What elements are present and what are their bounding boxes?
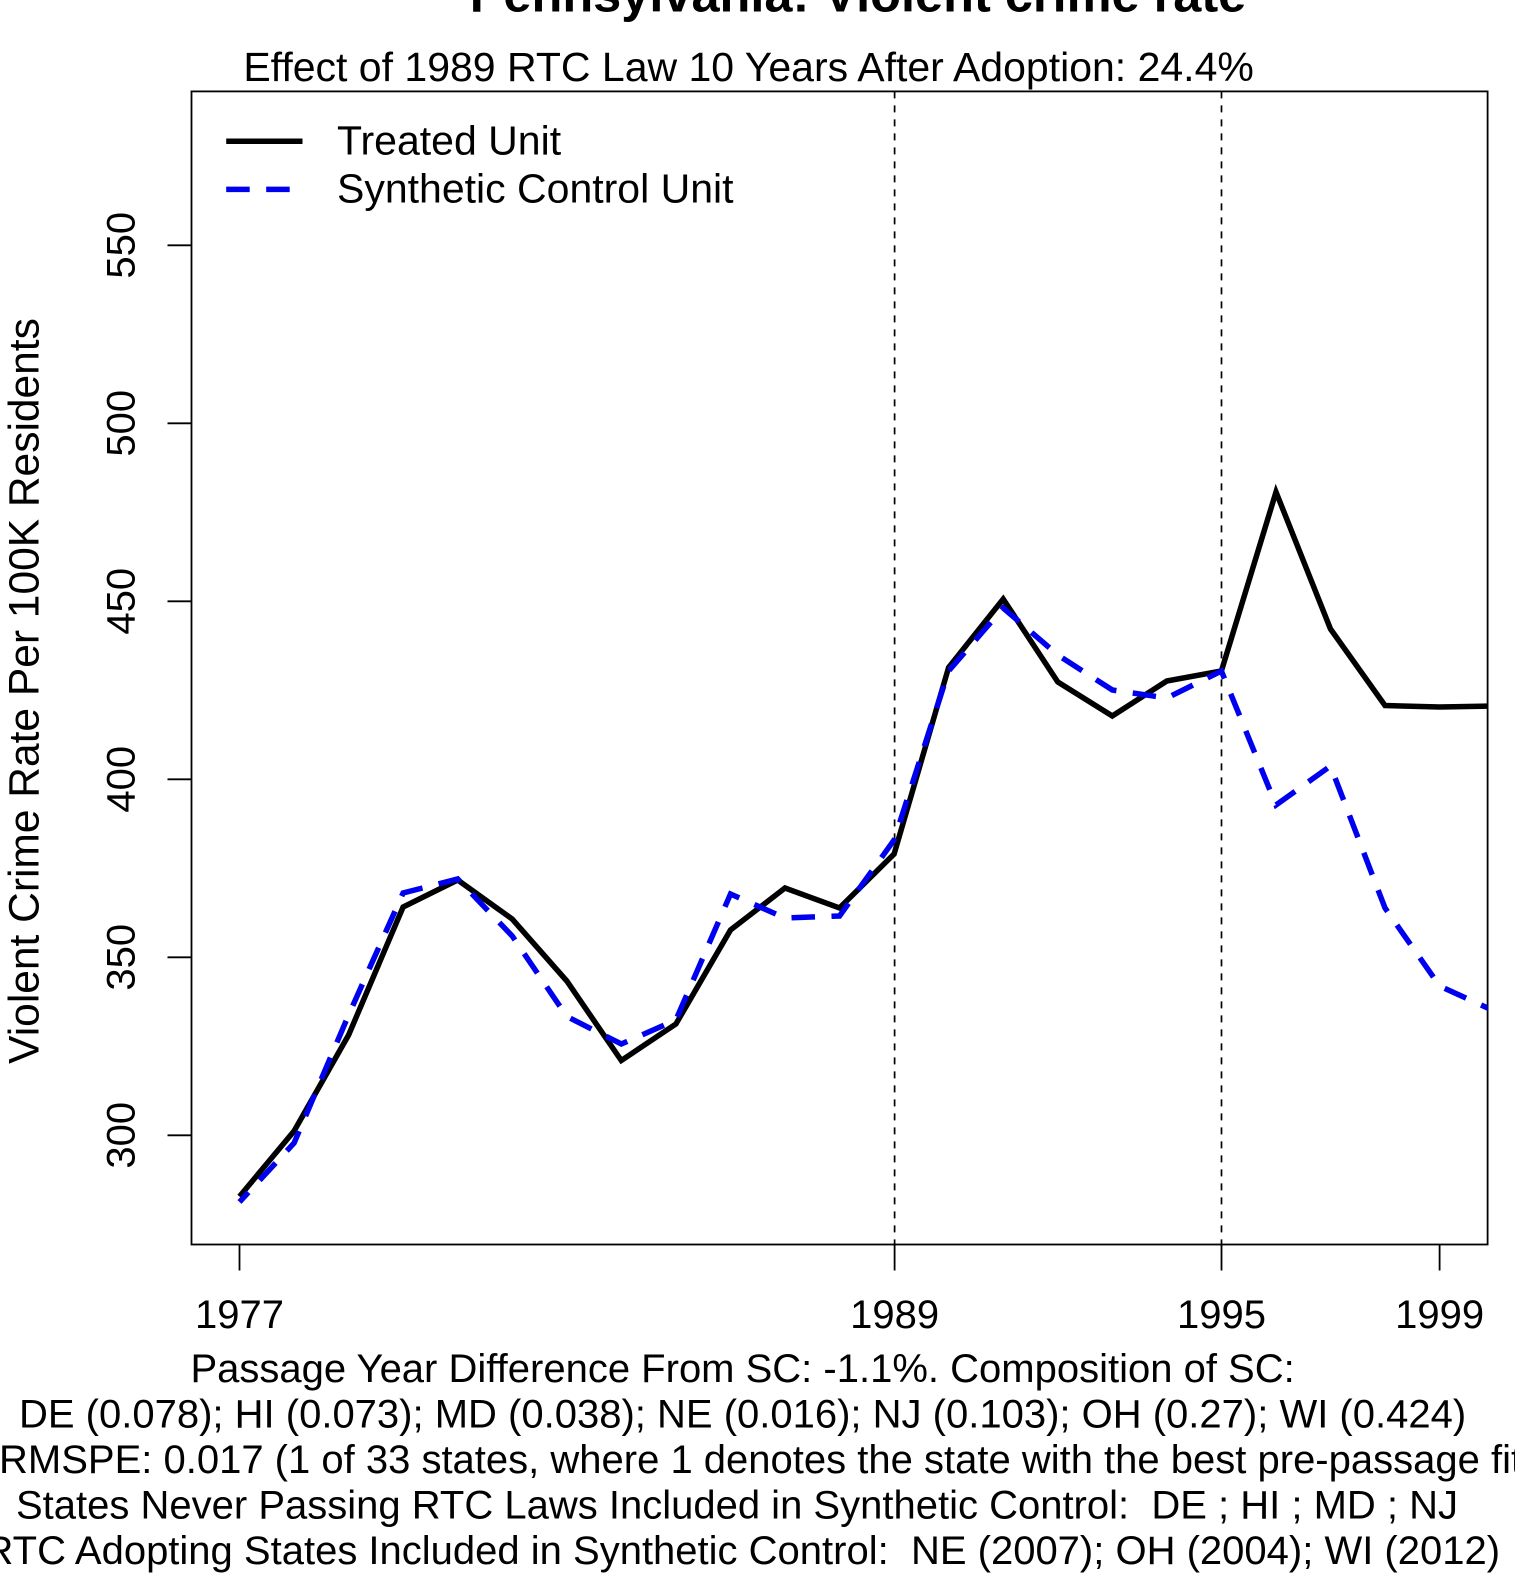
svg-text:550: 550 xyxy=(99,212,143,279)
svg-text:500: 500 xyxy=(99,390,143,457)
svg-text:Passage Year Difference From S: Passage Year Difference From SC: -1.1%. … xyxy=(191,1347,1295,1391)
svg-text:300: 300 xyxy=(99,1102,143,1169)
svg-text:RMSPE: 0.017 (1 of 33 states,: RMSPE: 0.017 (1 of 33 states, where 1 de… xyxy=(0,1438,1515,1482)
svg-text:Treated Unit: Treated Unit xyxy=(337,118,562,164)
svg-text:1995: 1995 xyxy=(1177,1293,1266,1337)
svg-text:Effect of 1989 RTC Law 10 Year: Effect of 1989 RTC Law 10 Years After Ad… xyxy=(243,44,1254,90)
svg-text:DE (0.078); HI (0.073); MD (0.: DE (0.078); HI (0.073); MD (0.038); NE (… xyxy=(19,1393,1466,1437)
svg-text:1999: 1999 xyxy=(1395,1293,1484,1337)
svg-text:350: 350 xyxy=(99,924,143,991)
svg-text:1989: 1989 xyxy=(850,1293,939,1337)
svg-text:States Never Passing RTC Laws: States Never Passing RTC Laws Included i… xyxy=(16,1484,1458,1528)
svg-text:Violent Crime Rate Per 100K Re: Violent Crime Rate Per 100K Residents xyxy=(2,318,49,1064)
svg-text:Synthetic Control Unit: Synthetic Control Unit xyxy=(337,165,734,211)
svg-text:Pennsylvania: Violent crime ra: Pennsylvania: Violent crime rate xyxy=(470,0,1247,23)
svg-text:400: 400 xyxy=(99,746,143,813)
svg-text:450: 450 xyxy=(99,568,143,635)
svg-text:1977: 1977 xyxy=(195,1293,284,1337)
svg-text:RTC Adopting States Included i: RTC Adopting States Included in Syntheti… xyxy=(0,1529,1500,1573)
